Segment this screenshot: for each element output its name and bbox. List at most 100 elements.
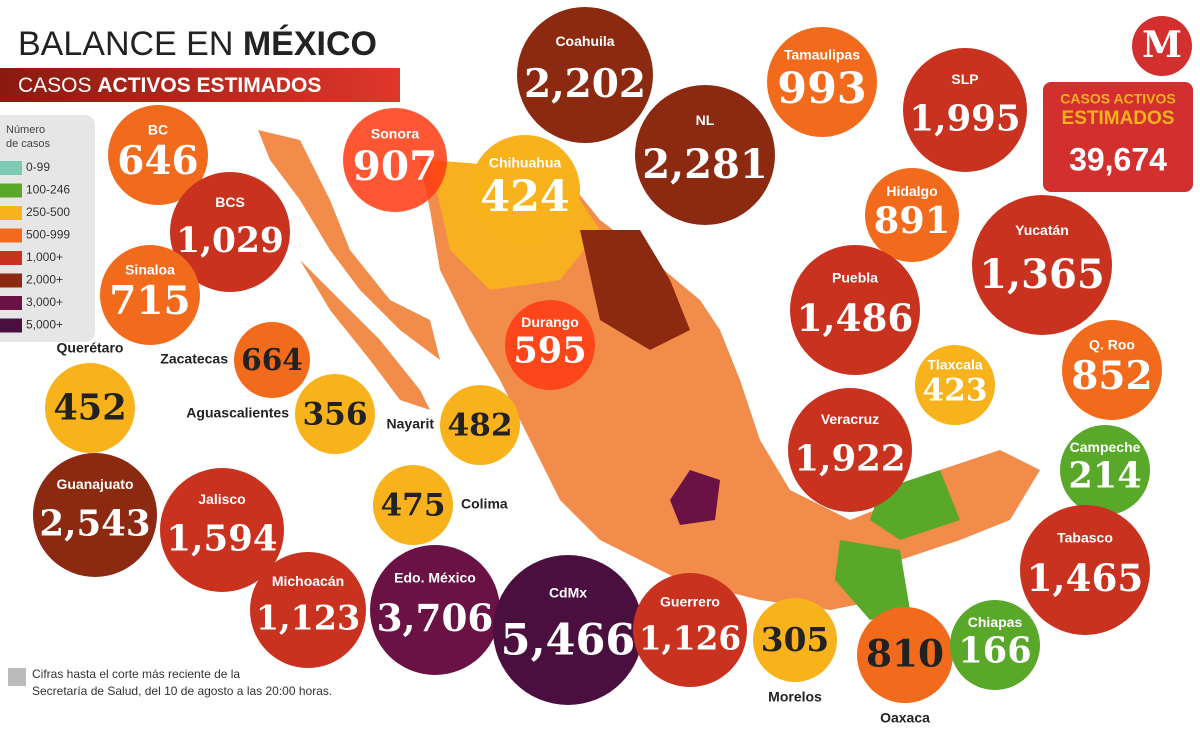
title-bold: MÉXICO [243, 25, 377, 63]
state-value: 482 [447, 408, 512, 444]
state-name: Veracruz [821, 411, 879, 427]
state-bubble [250, 552, 366, 668]
legend-swatch [0, 251, 22, 265]
legend-label: 5,000+ [26, 318, 63, 332]
legend-label: 100-246 [26, 183, 70, 197]
state-bubble [950, 600, 1040, 690]
state-value: 1,126 [639, 618, 741, 657]
state-value: 214 [1068, 456, 1141, 497]
state-bubble [790, 245, 920, 375]
state-value: 907 [353, 142, 438, 190]
state-value: 2,543 [39, 504, 150, 545]
state-value: 1,365 [979, 251, 1105, 298]
state-bubble [440, 385, 520, 465]
state-bubble [788, 388, 912, 512]
state-bubble [915, 345, 995, 425]
state-value: 852 [1071, 353, 1152, 399]
legend-swatch [0, 206, 22, 220]
state-bubble [857, 607, 953, 703]
state-bubble [160, 468, 284, 592]
state-value: 1,594 [166, 519, 277, 560]
state-bubble [505, 300, 595, 390]
state-value: 1,922 [794, 439, 905, 480]
state-name: Guanajuato [56, 476, 133, 492]
state-bubble [100, 245, 200, 345]
state-value: 5,466 [501, 616, 636, 666]
state-value: 891 [874, 199, 951, 242]
state-bubble [343, 108, 447, 212]
state-value: 595 [513, 331, 586, 372]
total-label: CASOS ACTIVOS [1060, 91, 1175, 107]
map-green [835, 470, 960, 620]
state-name: Chiapas [968, 614, 1023, 630]
state-bubble [33, 453, 157, 577]
state-bubble [865, 168, 959, 262]
state-name: SLP [951, 71, 978, 87]
legend-swatch [0, 318, 22, 333]
state-name: Edo. México [394, 570, 476, 586]
state-name: Guerrero [660, 593, 720, 609]
legend-label: 0-99 [26, 160, 50, 174]
state-name: CdMx [549, 585, 587, 601]
state-bubble [370, 545, 500, 675]
state-bubble [234, 322, 310, 398]
state-bubble [517, 7, 653, 143]
legend-title: de casos [6, 138, 51, 150]
state-value: 424 [480, 172, 570, 222]
legend-title: Número [6, 124, 45, 136]
state-value: 452 [53, 388, 126, 429]
state-value: 2,281 [642, 141, 768, 188]
state-name: Durango [521, 314, 579, 330]
state-name: Hidalgo [886, 183, 937, 199]
footnote-icon [8, 668, 26, 686]
state-name: Morelos [768, 689, 822, 705]
state-name: Chihuahua [489, 154, 562, 170]
legend-label: 500-999 [26, 228, 70, 242]
state-name: Tamaulipas [784, 46, 860, 62]
state-name: Q. Roo [1089, 337, 1135, 353]
state-value: 1,123 [256, 598, 360, 637]
legend-swatch [0, 273, 22, 288]
subtitle-bar [0, 68, 400, 102]
legend-label: 250-500 [26, 205, 70, 219]
subtitle: CASOS ACTIVOS ESTIMADOS [18, 74, 321, 97]
legend-label: 2,000+ [26, 273, 63, 287]
state-name: Sonora [371, 126, 419, 142]
total-value: 39,674 [1069, 141, 1167, 177]
state-value: 1,486 [797, 296, 914, 340]
state-bubble [753, 598, 837, 682]
state-name: Campeche [1070, 439, 1141, 455]
state-name: Nayarit [387, 416, 435, 432]
state-name: Querétaro [57, 340, 124, 356]
state-value: 3,706 [377, 596, 494, 640]
state-value: 1,465 [1027, 556, 1144, 600]
legend-box [0, 115, 95, 342]
logo: M [1142, 24, 1182, 66]
legend-swatch [0, 296, 22, 310]
state-bubble [972, 195, 1112, 335]
state-bubble [633, 573, 747, 687]
state-name: Colima [461, 496, 508, 512]
title: BALANCE EN MÉXICO [18, 25, 377, 63]
state-value: 1,995 [909, 99, 1020, 140]
state-bubble [373, 465, 453, 545]
state-name: Michoacán [272, 573, 344, 589]
state-name: Jalisco [198, 491, 245, 507]
state-bubble [1062, 320, 1162, 420]
state-bubble [1060, 425, 1150, 515]
legend-swatch [0, 183, 22, 198]
state-name: Aguascalientes [186, 405, 289, 421]
legend-label: 3,000+ [26, 295, 63, 309]
state-bubble [45, 363, 135, 453]
state-value: 715 [109, 278, 190, 324]
state-value: 1,029 [176, 221, 284, 261]
state-bubble [1020, 505, 1150, 635]
legend-swatch [0, 161, 22, 175]
state-bubble [295, 374, 375, 454]
state-name: Coahuila [555, 33, 614, 49]
state-name: Sinaloa [125, 262, 175, 278]
logo-circle [1132, 16, 1192, 76]
state-value: 664 [241, 342, 303, 377]
